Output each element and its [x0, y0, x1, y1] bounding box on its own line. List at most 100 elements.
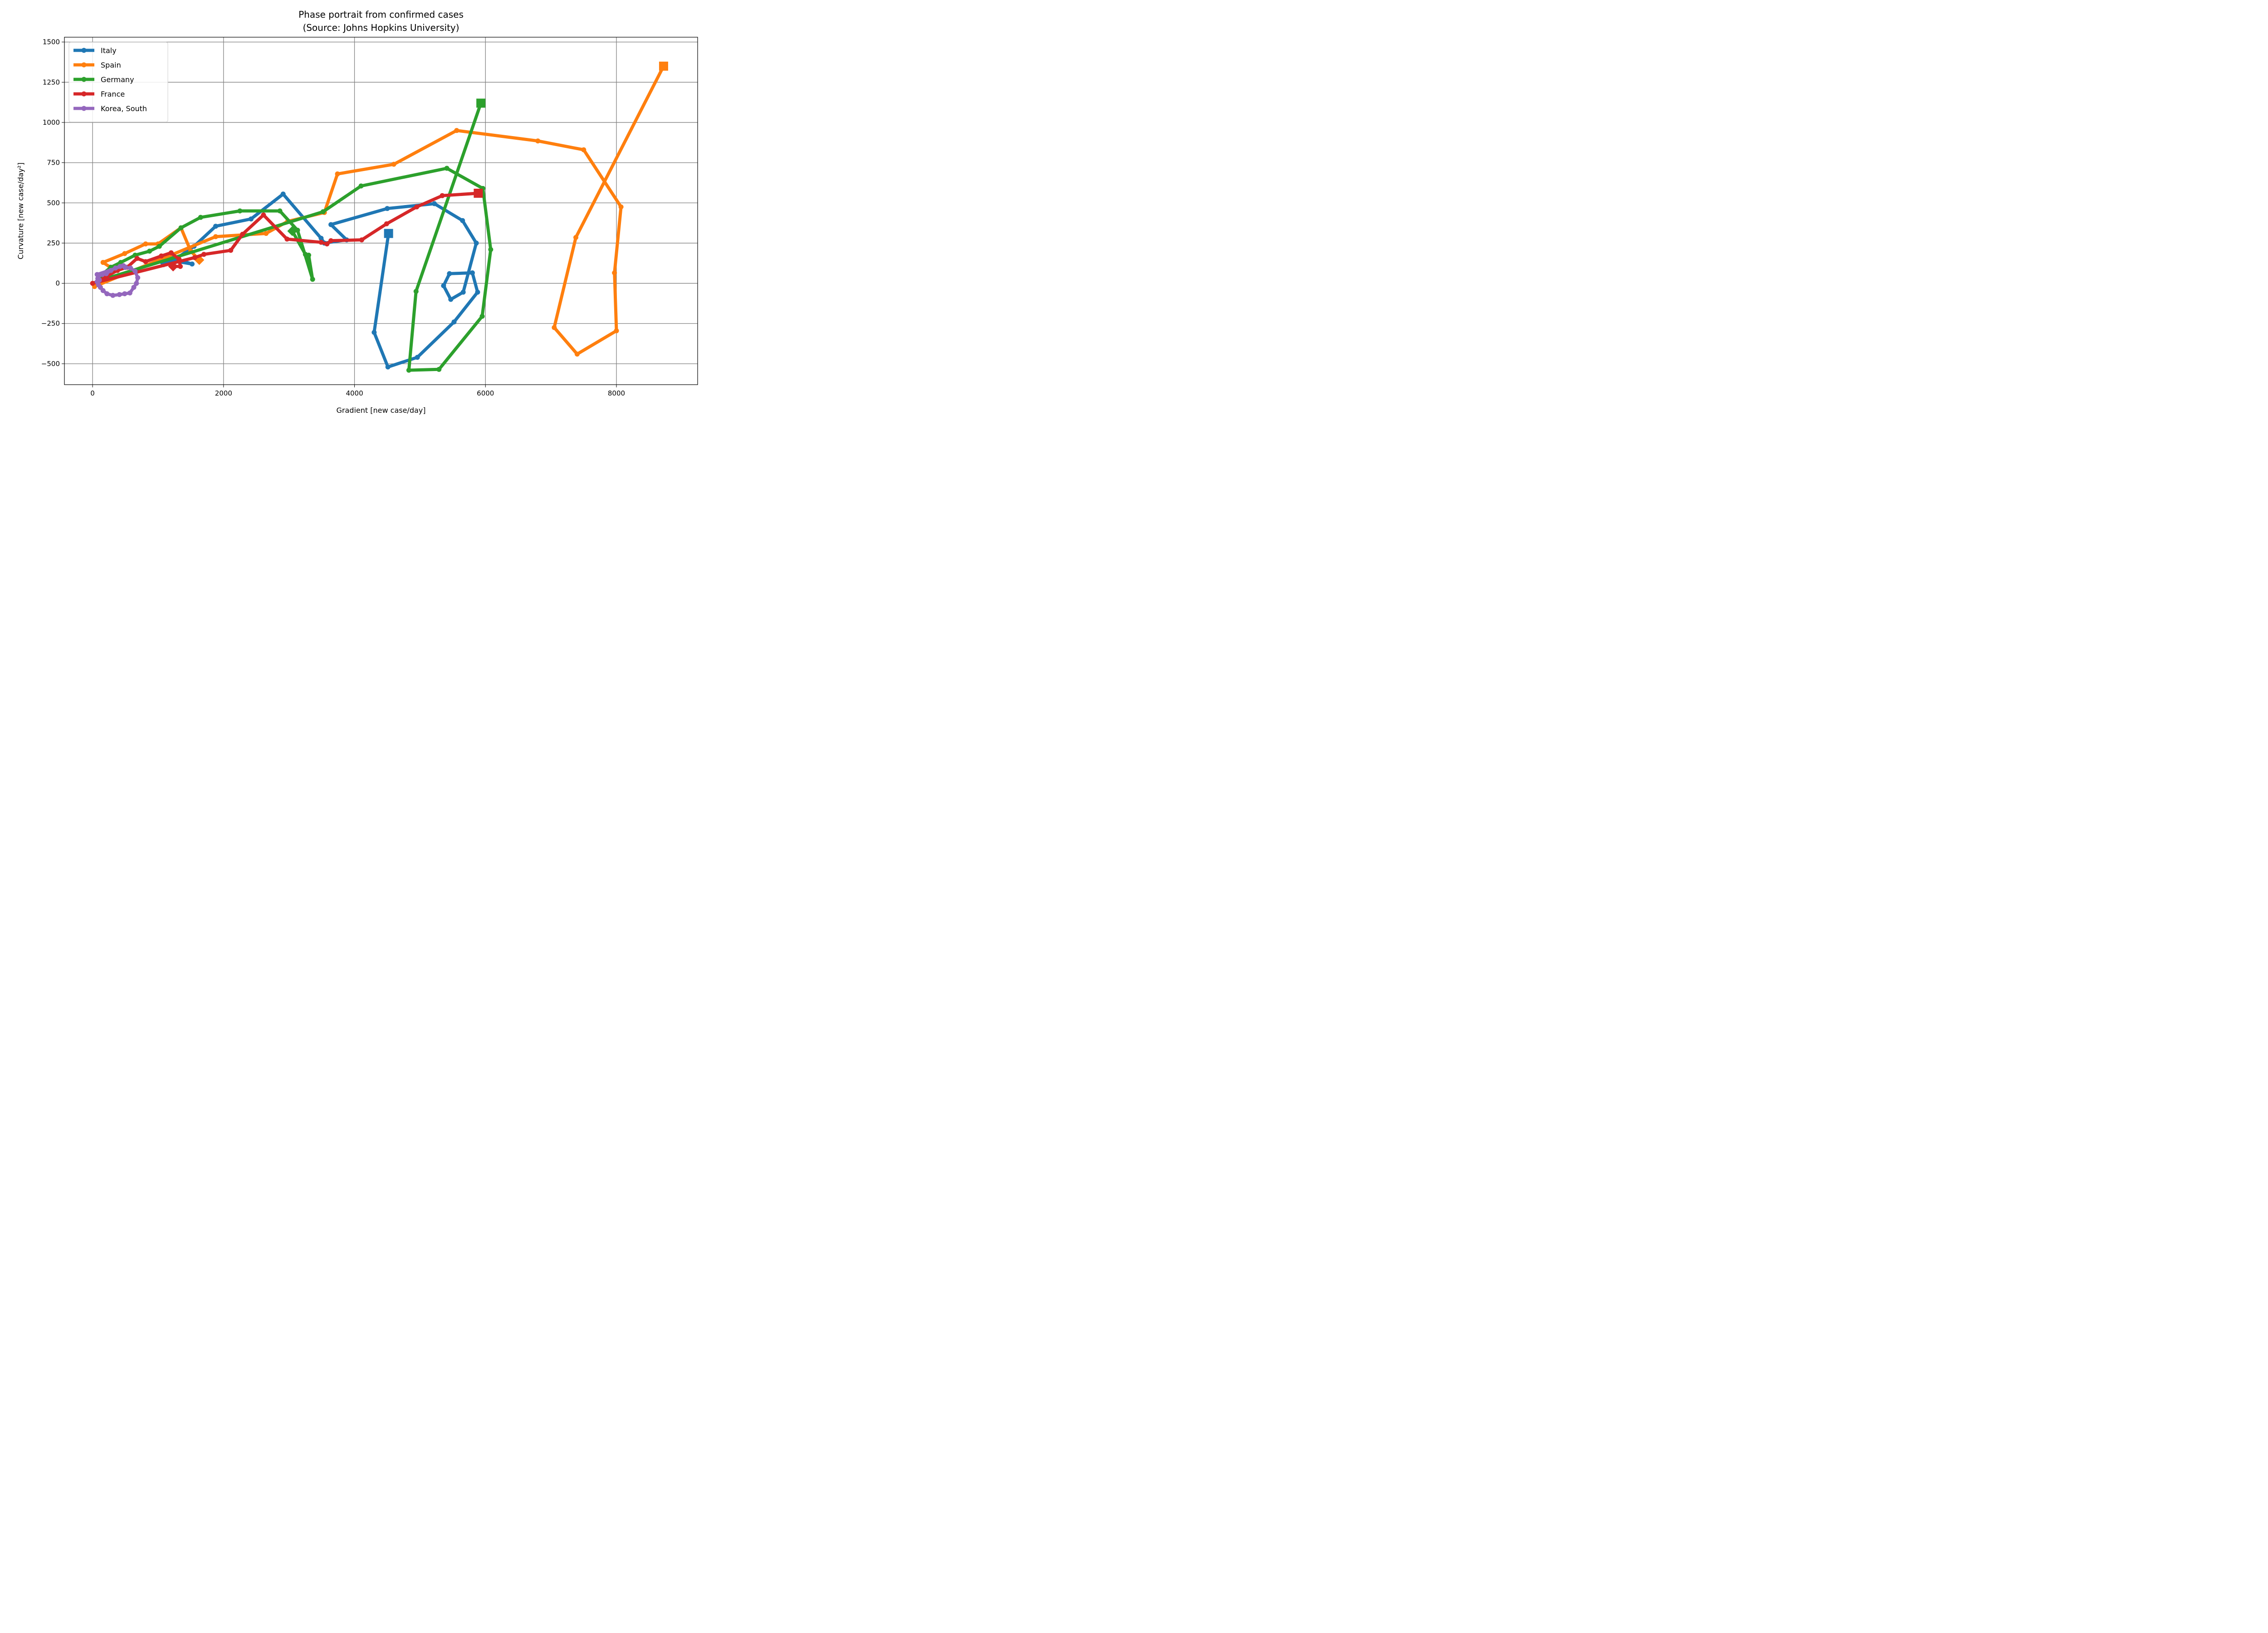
- start-marker-korea-south: [122, 264, 128, 270]
- data-point-korea-south: [128, 265, 133, 271]
- data-point-france: [359, 237, 364, 243]
- data-point-italy: [451, 319, 457, 325]
- data-point-france: [414, 204, 420, 210]
- data-point-korea-south: [132, 269, 138, 274]
- data-point-spain: [581, 147, 587, 152]
- data-point-korea-south: [122, 291, 127, 297]
- data-point-france: [328, 238, 334, 244]
- legend-item-korea-south: Korea, South: [73, 104, 147, 113]
- data-point-france: [176, 256, 182, 262]
- data-point-germany: [277, 208, 283, 214]
- series-france: [90, 188, 483, 286]
- data-point-korea-south: [103, 271, 109, 276]
- data-point-italy: [318, 235, 324, 241]
- legend-swatch-marker: [81, 62, 87, 68]
- data-point-italy: [190, 261, 195, 267]
- phase-portrait-chart: Phase portrait from confirmed cases (Sou…: [0, 0, 699, 420]
- data-point-spain: [552, 325, 557, 330]
- axes: 0 2000 4000 6000 8000 −500 −250 0 250 500 750 1000 1…: [41, 38, 625, 397]
- data-point-spain: [391, 161, 396, 167]
- data-point-france: [261, 212, 266, 218]
- legend-label: Germany: [101, 75, 134, 84]
- data-point-italy: [385, 364, 391, 370]
- data-point-italy: [441, 283, 446, 288]
- data-point-italy: [280, 191, 286, 197]
- x-tick-label: 4000: [346, 389, 363, 397]
- data-point-italy: [371, 330, 377, 335]
- data-point-spain: [122, 251, 127, 256]
- data-point-korea-south: [104, 291, 110, 297]
- y-tick-label: 1250: [43, 78, 60, 86]
- data-point-germany: [310, 277, 315, 282]
- data-point-germany: [178, 225, 184, 230]
- start-marker-france: [168, 261, 178, 272]
- data-point-italy: [469, 270, 475, 276]
- data-point-spain: [612, 270, 617, 276]
- legend-label: Italy: [101, 46, 117, 55]
- data-point-france: [324, 241, 330, 247]
- x-tick-label: 8000: [608, 389, 625, 397]
- data-point-germany: [358, 183, 364, 189]
- y-axis-label: Curvature [new case/day²]: [16, 162, 25, 259]
- data-point-korea-south: [94, 272, 100, 277]
- data-point-italy: [248, 216, 254, 222]
- data-point-france: [228, 248, 234, 253]
- data-point-germany: [479, 313, 485, 319]
- legend-item-france: France: [73, 90, 125, 98]
- y-tick-label: 750: [47, 159, 60, 167]
- legend-label: Spain: [101, 61, 121, 69]
- series-korea-south: [94, 263, 141, 298]
- data-point-italy: [448, 297, 454, 302]
- chart-subtitle: (Source: Johns Hopkins University): [303, 22, 459, 33]
- data-point-italy: [432, 201, 437, 206]
- data-point-spain: [574, 352, 580, 357]
- y-tick-label: 0: [55, 279, 60, 288]
- data-point-france: [178, 264, 183, 269]
- data-point-germany: [147, 249, 152, 254]
- data-point-korea-south: [110, 293, 116, 298]
- data-point-germany: [444, 166, 450, 171]
- x-tick-label: 6000: [477, 389, 494, 397]
- data-point-france: [440, 193, 445, 198]
- end-marker-korea-south: [96, 277, 102, 283]
- data-point-korea-south: [127, 290, 132, 296]
- data-point-spain: [535, 138, 541, 144]
- data-point-korea-south: [134, 281, 139, 286]
- data-point-germany: [488, 247, 494, 252]
- data-point-italy: [385, 206, 390, 211]
- data-point-korea-south: [135, 275, 141, 280]
- data-point-germany: [237, 208, 243, 214]
- legend-label: Korea, South: [101, 104, 147, 113]
- data-point-germany: [436, 367, 442, 372]
- chart-title: Phase portrait from confirmed cases: [298, 9, 464, 20]
- y-tick-label: 1000: [43, 118, 60, 127]
- data-point-germany: [413, 288, 419, 294]
- series-line-france: [91, 191, 480, 285]
- data-point-spain: [573, 235, 578, 240]
- data-point-italy: [447, 271, 452, 276]
- data-point-france: [168, 250, 174, 255]
- data-point-france: [192, 255, 197, 260]
- data-point-germany: [156, 244, 162, 249]
- data-point-spain: [264, 231, 269, 236]
- data-point-korea-south: [113, 265, 118, 271]
- y-tick-label: −500: [41, 360, 60, 368]
- data-point-korea-south: [100, 272, 105, 277]
- data-point-germany: [306, 253, 311, 258]
- end-marker-germany: [476, 98, 486, 108]
- end-marker-italy: [384, 229, 393, 238]
- y-tick-label: 250: [47, 239, 60, 247]
- data-point-germany: [198, 215, 203, 220]
- y-tick-label: 500: [47, 199, 60, 207]
- data-point-spain: [614, 328, 619, 333]
- data-point-italy: [475, 289, 480, 295]
- series-line-germany: [99, 101, 493, 372]
- data-point-france: [240, 231, 245, 237]
- end-marker-france: [474, 188, 483, 198]
- data-point-germany: [406, 367, 411, 373]
- y-tick-label: 1500: [43, 38, 60, 46]
- series-layer: [90, 61, 668, 373]
- start-marker-germany: [287, 226, 298, 236]
- legend-swatch-marker: [81, 91, 87, 97]
- legend-box: [68, 42, 168, 122]
